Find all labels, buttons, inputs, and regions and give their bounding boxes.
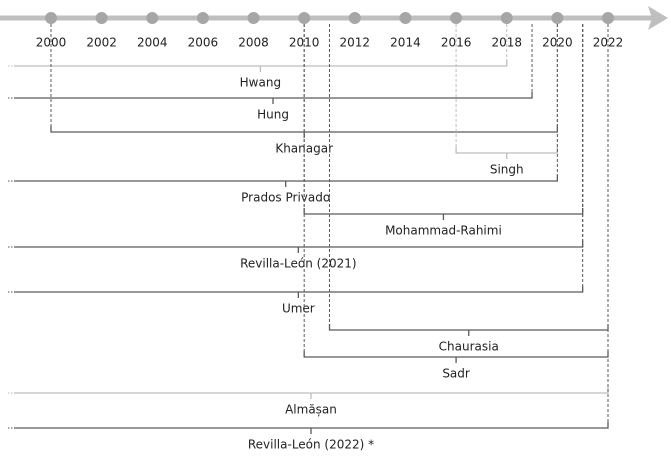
study-label: Almășan <box>285 403 337 417</box>
bracket <box>14 387 609 399</box>
axis-dot <box>399 12 412 24</box>
year-label: 2006 <box>188 36 219 50</box>
study-label: Umer <box>282 302 315 316</box>
year-label: 2008 <box>238 36 269 50</box>
study-label: Hwang <box>240 76 281 90</box>
year-label: 2000 <box>36 36 67 50</box>
axis-dot <box>146 12 159 24</box>
bracket <box>14 60 508 72</box>
axis-arrow <box>648 6 668 30</box>
bracket <box>14 241 584 253</box>
bracket <box>303 208 584 220</box>
axis-dot <box>450 12 463 24</box>
study-label: Prados Privado <box>241 191 330 205</box>
bracket <box>14 422 609 434</box>
bracket <box>328 324 609 336</box>
axis-dot <box>298 12 311 24</box>
year-label: 2016 <box>441 36 472 50</box>
bracket <box>14 286 584 298</box>
axis-dot <box>500 12 513 24</box>
study-label: Mohammad-Rahimi <box>385 224 502 238</box>
year-label: 2014 <box>390 36 421 50</box>
year-label: 2012 <box>340 36 371 50</box>
study-label: Hung <box>257 108 289 122</box>
bracket <box>14 175 559 187</box>
study-label: Singh <box>490 163 524 177</box>
axis-dot <box>247 12 260 24</box>
study-label: Revilla-León (2022) * <box>248 438 374 452</box>
year-label: 2002 <box>86 36 117 50</box>
year-label: 2020 <box>542 36 573 50</box>
axis-dot <box>551 12 564 24</box>
axis-dot <box>45 12 57 24</box>
year-label: 2022 <box>593 36 624 50</box>
study-label: Sadr <box>442 367 470 381</box>
bracket <box>14 92 533 104</box>
axis-dot <box>196 12 209 24</box>
study-label: Revilla-León (2021) <box>240 257 357 271</box>
axis-dot <box>95 12 108 24</box>
year-label: 2010 <box>289 36 320 50</box>
axis-dot <box>602 12 614 24</box>
year-label: 2018 <box>491 36 522 50</box>
year-label: 2004 <box>137 36 168 50</box>
study-label: Chaurasia <box>439 340 499 354</box>
study-label: Khanagar <box>275 142 333 156</box>
bracket <box>455 147 559 159</box>
axis-dot <box>348 12 361 24</box>
